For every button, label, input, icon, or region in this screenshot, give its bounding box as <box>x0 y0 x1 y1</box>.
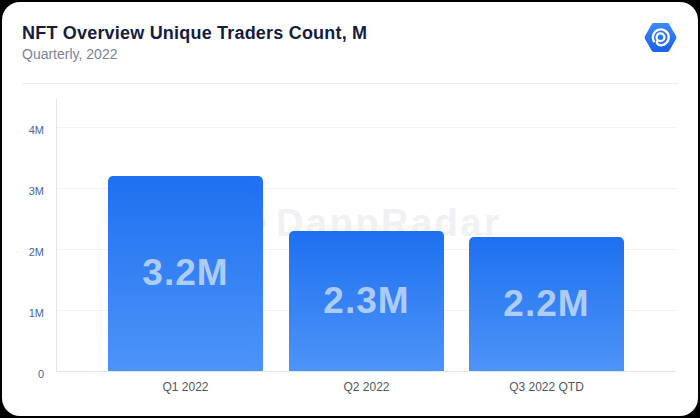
x-tick-label: Q1 2022 <box>108 380 263 394</box>
chart-card: NFT Overview Unique Traders Count, M Qua… <box>2 2 698 416</box>
bar-value-label: 2.2M <box>503 283 589 325</box>
bar-q3-2022-qtd[interactable]: 2.2M <box>469 237 624 371</box>
bar-value-label: 3.2M <box>142 252 228 294</box>
bar-value-label: 2.3M <box>323 280 409 322</box>
bar-chart: DappRadar 01M2M3M4M 3.2M2.3M2.2M Q1 2022… <box>2 2 698 416</box>
gridline-4M <box>57 127 676 128</box>
y-axis-line <box>56 99 57 371</box>
y-tick-label: 3M <box>4 185 44 197</box>
x-tick-label: Q2 2022 <box>289 380 444 394</box>
x-tick-label: Q3 2022 QTD <box>469 380 624 394</box>
y-tick-label: 1M <box>4 307 44 319</box>
y-tick-label: 4M <box>4 124 44 136</box>
bar-q2-2022[interactable]: 2.3M <box>289 231 444 371</box>
x-axis-line <box>56 371 676 372</box>
y-tick-label: 0 <box>4 368 44 380</box>
y-tick-label: 2M <box>4 246 44 258</box>
bar-q1-2022[interactable]: 3.2M <box>108 176 263 371</box>
